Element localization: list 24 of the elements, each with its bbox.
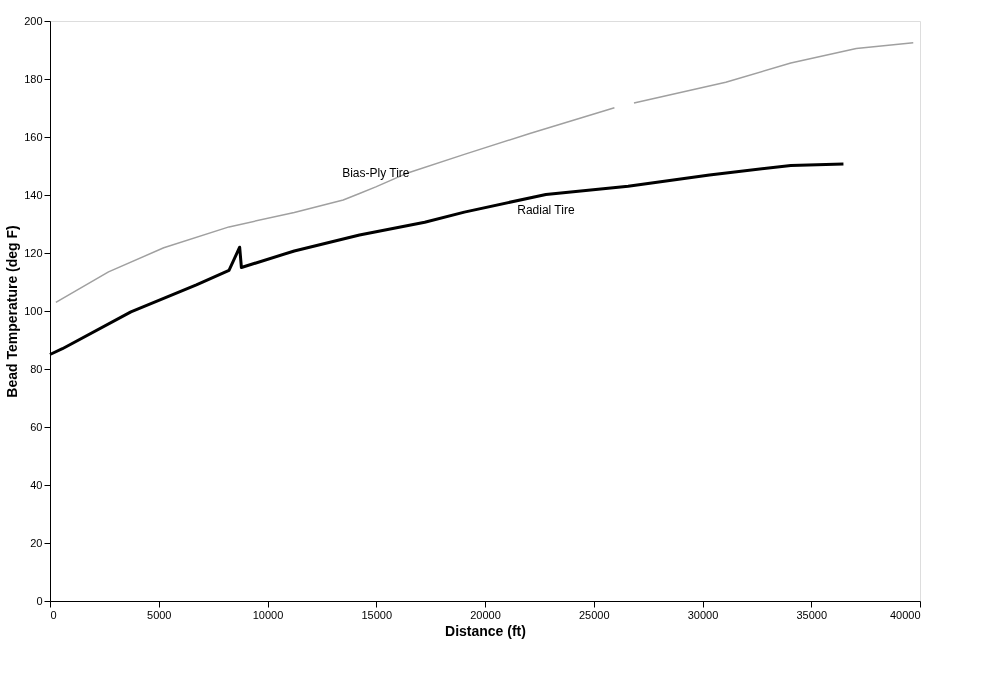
annotation: Radial Tire	[517, 203, 575, 218]
y-tick-label: 100	[24, 304, 43, 317]
x-axis-title: Distance (ft)	[445, 622, 526, 639]
x-tick-label: 20000	[470, 608, 501, 621]
y-tick-label: 0	[36, 594, 43, 607]
annotation: Bias-Ply Tire	[342, 165, 410, 180]
x-tick-label: 10000	[252, 608, 284, 621]
y-axis-title: Bead Temperature (deg F)	[4, 225, 21, 398]
y-tick-label: 200	[24, 14, 43, 27]
x-tick-label: 30000	[687, 608, 719, 621]
x-tick-label: 15000	[361, 608, 393, 621]
y-tick-label: 60	[30, 420, 43, 433]
y-tick-label: 140	[24, 188, 43, 201]
x-tick-label: 5000	[147, 608, 172, 621]
y-tick-label: 20	[30, 536, 43, 549]
x-tick-label: 0	[50, 608, 57, 621]
x-tick-label: 40000	[889, 608, 921, 621]
y-tick-label: 180	[24, 72, 43, 85]
y-tick-label: 80	[30, 362, 43, 375]
y-tick-label: 120	[24, 246, 43, 259]
x-tick-label: 25000	[578, 608, 610, 621]
y-tick-label: 160	[24, 130, 43, 143]
x-tick-label: 35000	[796, 608, 828, 621]
y-tick-label: 40	[30, 478, 43, 491]
